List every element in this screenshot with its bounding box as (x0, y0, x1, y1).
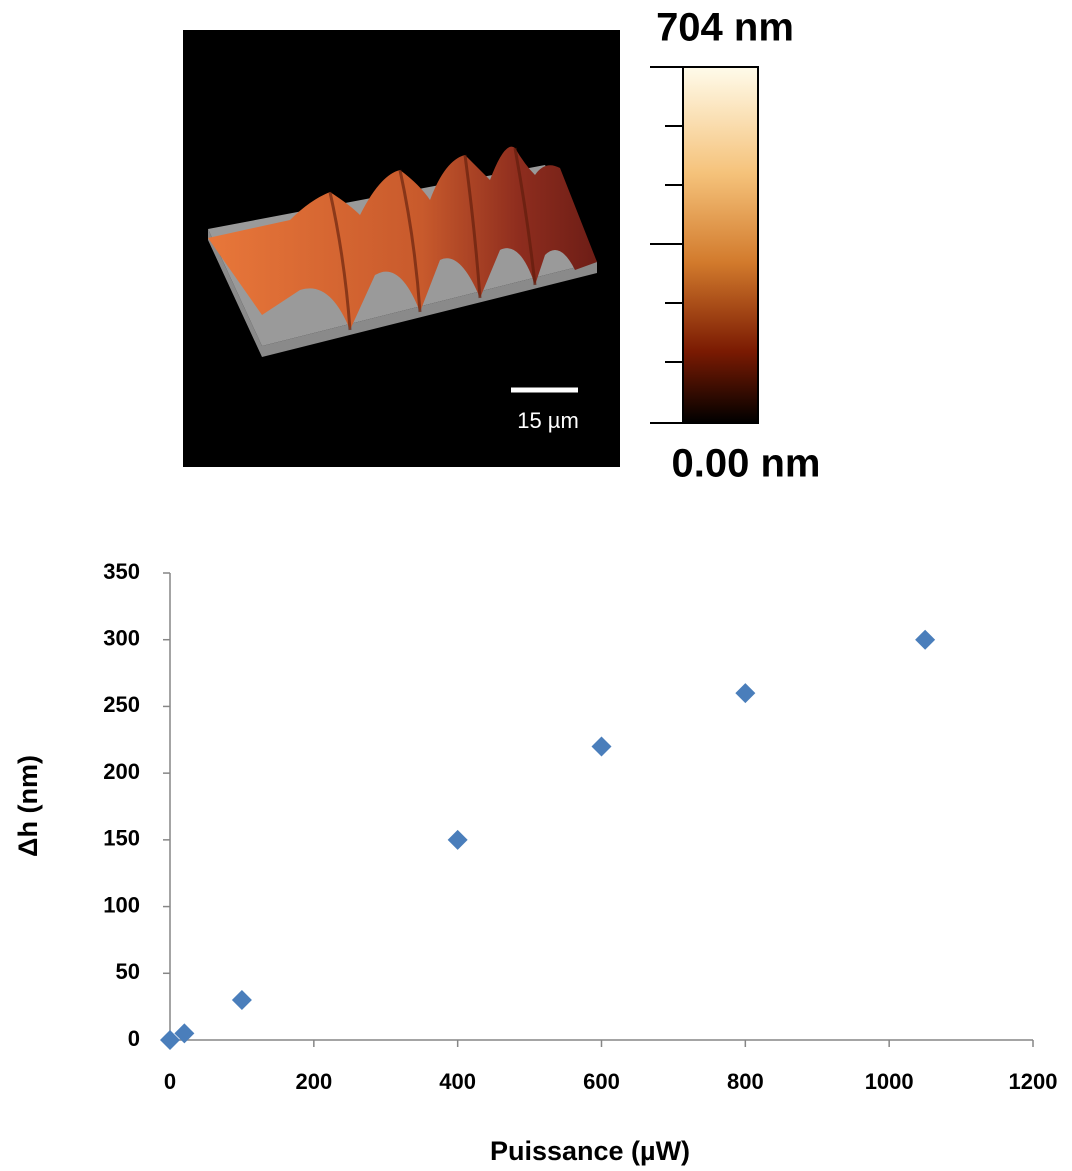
x-tick-label: 1200 (1009, 1069, 1058, 1094)
x-tick-label: 200 (295, 1069, 332, 1094)
data-point (231, 989, 252, 1010)
scale-bar-label: 15 µm (517, 408, 579, 433)
scatter-chart: Puissance (µW) Δh (nm) 0 50 100 150 200 250 30… (13, 559, 1057, 1166)
y-tick-label: 200 (103, 759, 140, 784)
colorbar-min-label: 0.00 nm (672, 442, 821, 486)
y-axis-label: Δh (nm) (13, 755, 43, 857)
x-tick-label: 400 (439, 1069, 476, 1094)
colorbar-gradient (682, 66, 759, 424)
x-tick-label: 0 (164, 1069, 176, 1094)
y-tick-label: 100 (103, 892, 140, 917)
ridged-surface (208, 146, 597, 330)
afm-image: 15 µm (183, 30, 620, 467)
y-tick-label: 350 (103, 559, 140, 584)
data-point (160, 1030, 180, 1050)
data-point (915, 629, 936, 650)
colorbar: 704 nm 0.00 nm (650, 6, 820, 486)
data-point (447, 829, 468, 850)
data-point (174, 1023, 195, 1044)
x-tick-label: 1000 (865, 1069, 914, 1094)
colorbar-max-label: 704 nm (656, 6, 794, 50)
ridge-shading (328, 147, 537, 331)
data-point (591, 736, 612, 757)
y-tick-label: 300 (103, 626, 140, 651)
y-tick-label: 250 (103, 692, 140, 717)
y-tick-label: 50 (116, 959, 140, 984)
y-tick-label: 0 (128, 1026, 140, 1051)
x-tick-label: 800 (727, 1069, 764, 1094)
x-axis-label: Puissance (µW) (490, 1136, 690, 1166)
x-tick-label: 600 (583, 1069, 620, 1094)
y-tick-label: 150 (103, 826, 140, 851)
data-point (735, 683, 756, 704)
